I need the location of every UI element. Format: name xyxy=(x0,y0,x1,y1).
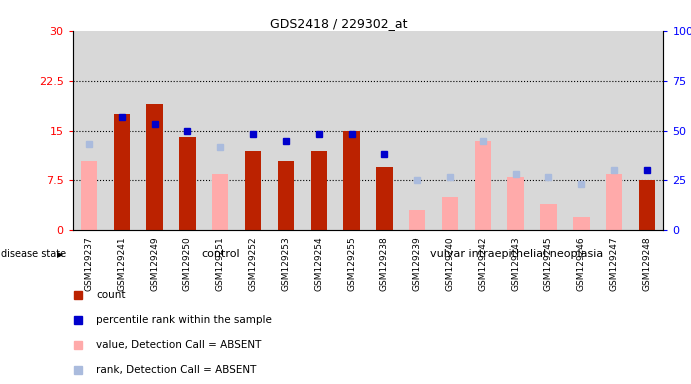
Title: GDS2418 / 229302_at: GDS2418 / 229302_at xyxy=(269,17,407,30)
Bar xyxy=(171,31,204,230)
Bar xyxy=(606,174,623,230)
Bar xyxy=(434,31,466,230)
Bar xyxy=(146,104,163,230)
Bar xyxy=(335,31,368,230)
Text: control: control xyxy=(202,249,240,260)
Bar xyxy=(598,31,631,230)
Bar xyxy=(212,174,229,230)
Bar xyxy=(113,114,130,230)
Bar xyxy=(310,151,327,230)
Bar xyxy=(368,31,401,230)
Text: value, Detection Call = ABSENT: value, Detection Call = ABSENT xyxy=(96,340,262,350)
Bar xyxy=(475,141,491,230)
Bar xyxy=(179,137,196,230)
Bar xyxy=(565,31,598,230)
Bar xyxy=(466,31,499,230)
Bar xyxy=(81,161,97,230)
Text: ▶: ▶ xyxy=(57,250,64,259)
Bar xyxy=(138,31,171,230)
Bar xyxy=(532,31,565,230)
Bar xyxy=(442,197,458,230)
Text: count: count xyxy=(96,290,126,300)
Text: disease state: disease state xyxy=(1,249,66,260)
Bar xyxy=(507,177,524,230)
Text: rank, Detection Call = ABSENT: rank, Detection Call = ABSENT xyxy=(96,365,256,375)
Bar xyxy=(540,204,557,230)
Bar xyxy=(236,31,269,230)
Bar xyxy=(278,161,294,230)
Bar xyxy=(401,31,434,230)
Text: percentile rank within the sample: percentile rank within the sample xyxy=(96,315,272,325)
Bar xyxy=(302,31,335,230)
Bar xyxy=(409,210,426,230)
Bar xyxy=(638,180,655,230)
Bar xyxy=(631,31,663,230)
Bar xyxy=(499,31,532,230)
Bar xyxy=(105,31,138,230)
Bar xyxy=(573,217,589,230)
Bar xyxy=(343,131,360,230)
Bar xyxy=(204,31,236,230)
Bar xyxy=(269,31,302,230)
Text: vulvar intraepithelial neoplasia: vulvar intraepithelial neoplasia xyxy=(430,249,603,260)
Bar xyxy=(376,167,392,230)
Bar xyxy=(73,31,105,230)
Bar xyxy=(245,151,261,230)
